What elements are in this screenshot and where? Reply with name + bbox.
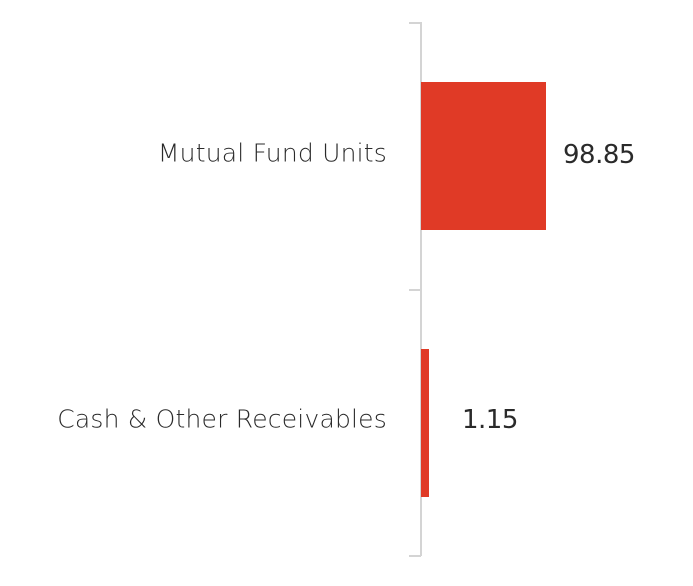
value-label-mutual-fund-units: 98.85 bbox=[563, 140, 635, 170]
axis-tick-top bbox=[409, 22, 421, 24]
bar-mutual-fund-units bbox=[421, 82, 546, 230]
value-label-cash-other-receivables: 1.15 bbox=[462, 405, 518, 435]
category-label-mutual-fund-units: Mutual Fund Units bbox=[157, 138, 387, 168]
axis-tick-bottom bbox=[409, 555, 421, 557]
category-label-cash-other-receivables: Cash & Other Receivables bbox=[57, 404, 387, 434]
bar-cash-other-receivables bbox=[421, 349, 429, 497]
axis-tick-middle bbox=[409, 289, 421, 291]
